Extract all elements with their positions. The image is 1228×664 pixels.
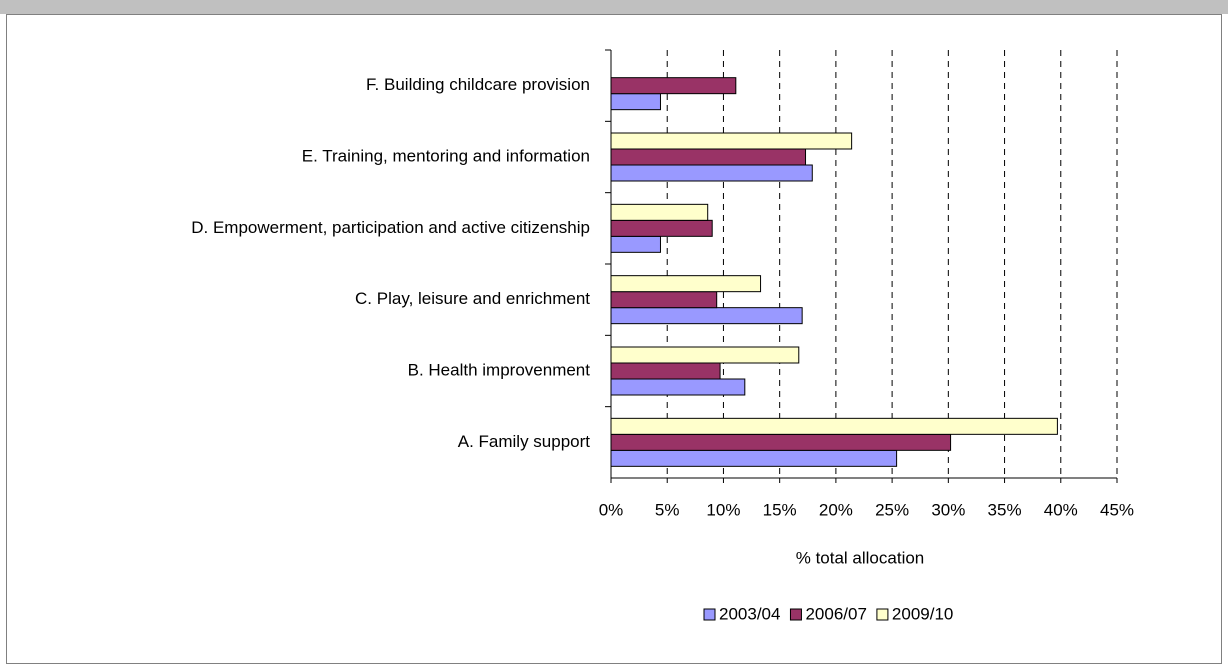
bar bbox=[610, 433, 952, 451]
y-tick-label: A. Family support bbox=[458, 432, 591, 451]
legend-swatch bbox=[789, 608, 802, 621]
x-tick-label: 25% bbox=[875, 500, 909, 519]
legend-label: 2009/10 bbox=[892, 604, 953, 623]
bar bbox=[610, 203, 709, 221]
legend-label: 2006/07 bbox=[805, 604, 866, 623]
x-tick-label: 5% bbox=[655, 500, 680, 519]
y-tick-label: F. Building childcare provision bbox=[366, 75, 590, 94]
bar bbox=[610, 307, 803, 325]
bar bbox=[610, 346, 800, 364]
x-tick-label: 30% bbox=[931, 500, 965, 519]
bar bbox=[610, 148, 807, 166]
bar bbox=[610, 275, 762, 293]
bar bbox=[610, 362, 721, 380]
bar bbox=[610, 164, 813, 182]
y-tick-label: B. Health improvenment bbox=[408, 360, 591, 379]
bar bbox=[610, 132, 853, 150]
header-bar bbox=[0, 0, 1228, 14]
x-tick-label: 40% bbox=[1044, 500, 1078, 519]
x-tick-label: 0% bbox=[599, 500, 624, 519]
x-tick-label: 45% bbox=[1100, 500, 1134, 519]
bar bbox=[610, 291, 718, 309]
legend-label: 2003/04 bbox=[719, 604, 780, 623]
x-tick-label: 35% bbox=[988, 500, 1022, 519]
x-tick-label: 15% bbox=[763, 500, 797, 519]
bar bbox=[610, 378, 746, 396]
x-tick-label: 20% bbox=[819, 500, 853, 519]
x-axis-label: % total allocation bbox=[796, 548, 925, 567]
y-tick-label: C. Play, leisure and enrichment bbox=[355, 289, 590, 308]
bar bbox=[610, 417, 1058, 435]
x-tick-label: 10% bbox=[706, 500, 740, 519]
bar bbox=[610, 219, 713, 237]
legend-swatch bbox=[876, 608, 889, 621]
bar bbox=[610, 449, 898, 467]
y-tick-label: E. Training, mentoring and information bbox=[302, 146, 590, 165]
y-tick-label: D. Empowerment, participation and active… bbox=[191, 218, 590, 237]
bar bbox=[610, 235, 661, 253]
bar bbox=[610, 93, 661, 111]
bar bbox=[610, 77, 737, 95]
legend-swatch bbox=[703, 608, 716, 621]
